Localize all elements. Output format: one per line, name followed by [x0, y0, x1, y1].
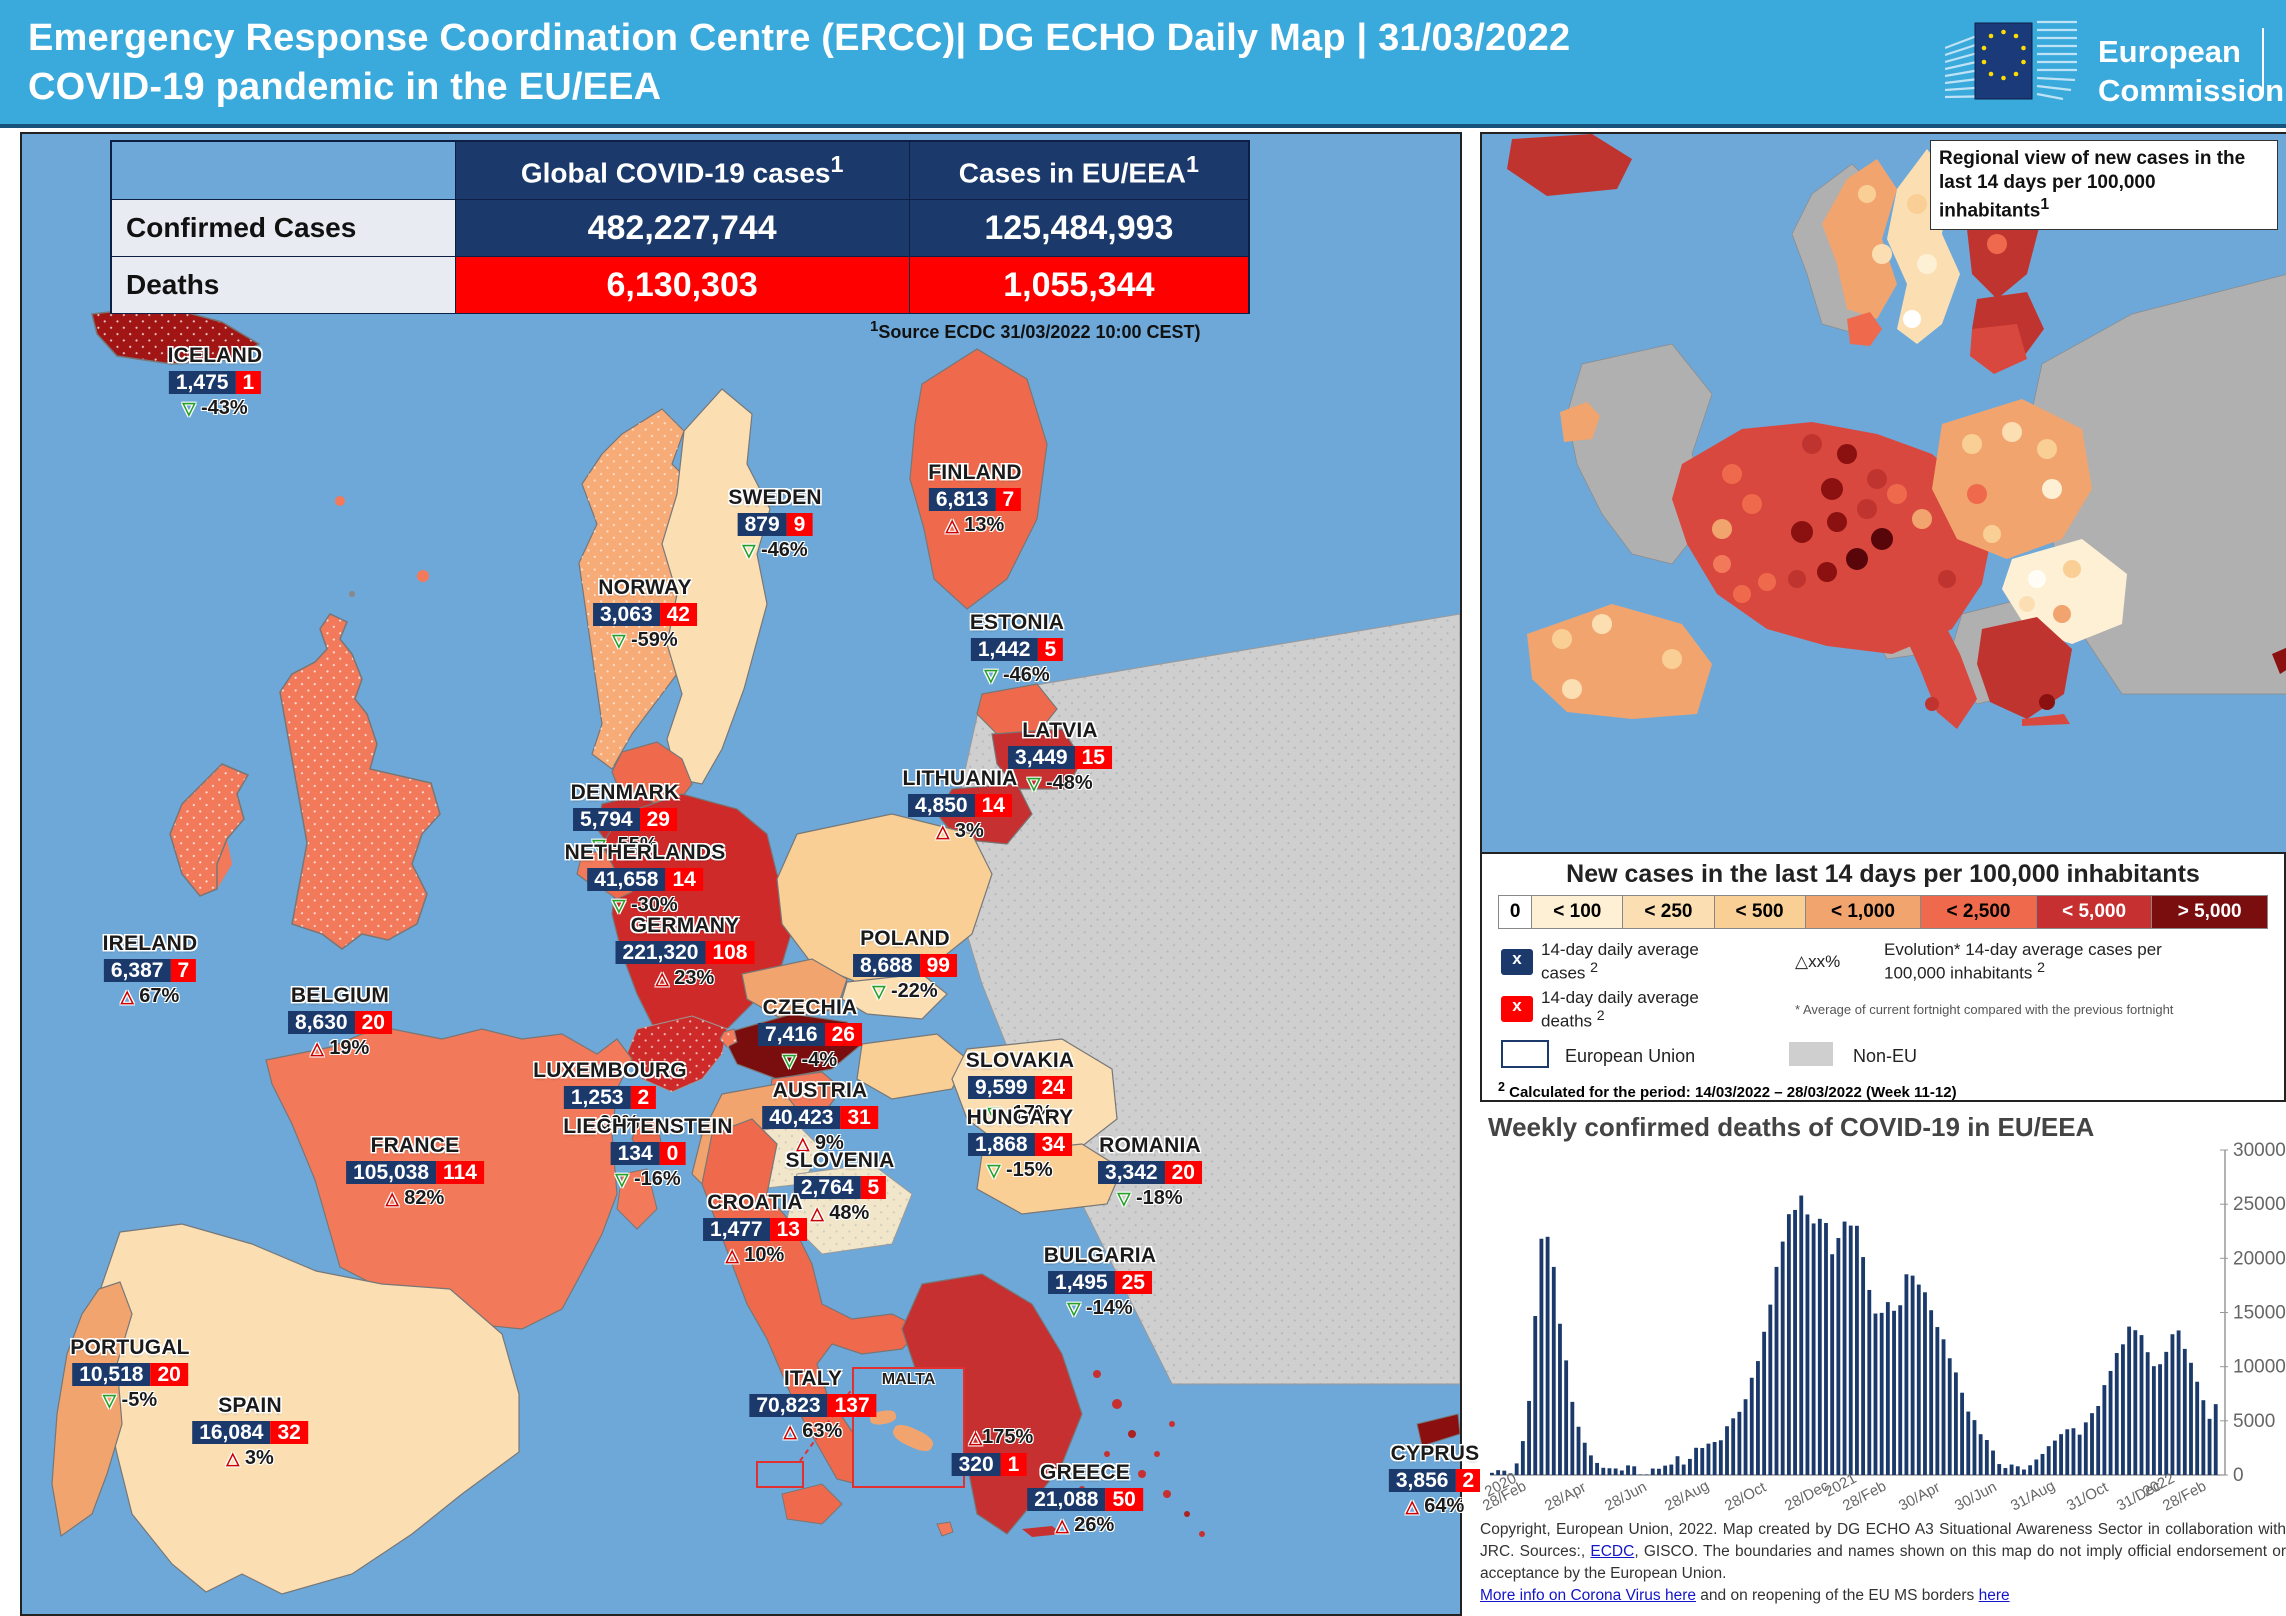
svg-text:30/Apr: 30/Apr	[1896, 1479, 1943, 1515]
svg-text:5000: 5000	[2233, 1411, 2275, 1432]
svg-text:10000: 10000	[2233, 1357, 2286, 1378]
svg-text:30000: 30000	[2233, 1140, 2286, 1161]
svg-text:31/Oct: 31/Oct	[2064, 1478, 2112, 1514]
svg-text:28/Aug: 28/Aug	[1662, 1477, 1712, 1514]
svg-text:28/Jun: 28/Jun	[1602, 1478, 1650, 1514]
svg-text:30/Jun: 30/Jun	[1952, 1478, 2000, 1514]
svg-text:0: 0	[2233, 1465, 2244, 1486]
svg-text:28/Oct: 28/Oct	[1722, 1478, 1770, 1514]
svg-text:15000: 15000	[2233, 1303, 2286, 1324]
svg-text:20000: 20000	[2233, 1248, 2286, 1269]
svg-text:Weekly confirmed deaths of COV: Weekly confirmed deaths of COVID-19 in E…	[1488, 1112, 2095, 1142]
svg-text:31/Aug: 31/Aug	[2008, 1477, 2058, 1514]
svg-text:25000: 25000	[2233, 1194, 2286, 1215]
svg-text:28/Apr: 28/Apr	[1542, 1479, 1589, 1515]
svg-text:28/Dec: 28/Dec	[1782, 1477, 1832, 1515]
